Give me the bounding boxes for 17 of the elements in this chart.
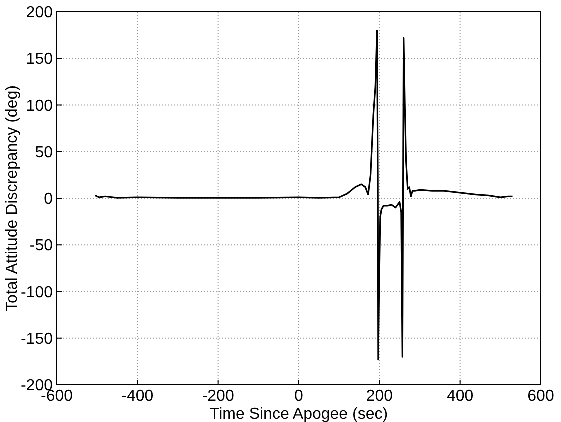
x-tick-label: 200 bbox=[366, 388, 394, 405]
y-tick-label: 50 bbox=[35, 144, 54, 162]
y-tick-label: 0 bbox=[44, 191, 54, 208]
x-tick-label: -400 bbox=[122, 388, 154, 405]
line-series bbox=[94, 30, 514, 361]
x-tick-label: -200 bbox=[202, 388, 234, 405]
y-tick-label: 200 bbox=[26, 4, 54, 22]
y-tick-label: 150 bbox=[26, 51, 54, 68]
y-tick-label: -150 bbox=[20, 330, 54, 348]
y-tick-label: 100 bbox=[26, 98, 54, 115]
x-tick-label: 0 bbox=[294, 388, 304, 405]
x-axis-title: Time Since Apogee (sec) bbox=[210, 406, 388, 422]
y-tick-label: -100 bbox=[20, 284, 54, 302]
x-tick-label: 600 bbox=[528, 388, 554, 405]
x-tick-label: 400 bbox=[446, 388, 474, 405]
y-tick-label: -50 bbox=[30, 238, 54, 255]
y-axis-title: Total Attitude Discrepancy (deg) bbox=[4, 86, 21, 312]
